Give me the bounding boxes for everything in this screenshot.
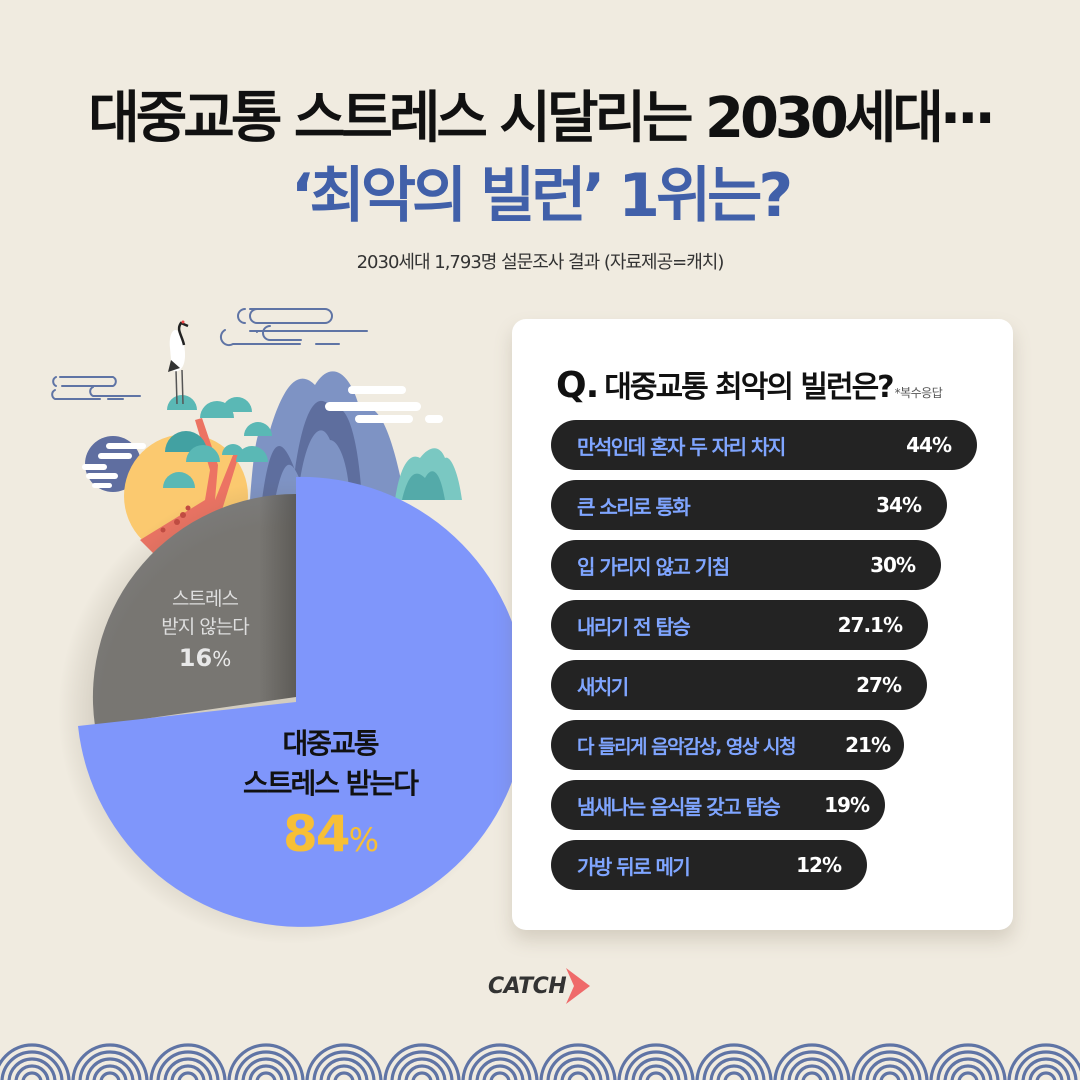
stressed-label: 대중교통 스트레스 받는다 [200, 724, 460, 804]
bar-value: 19% [824, 793, 870, 817]
pie-slice-stressed [78, 476, 527, 927]
catch-logo: CATCH [488, 966, 592, 1006]
pine-foliage-icon [163, 395, 272, 488]
bar-item: 내리기 전 탑승 27.1% [551, 600, 928, 650]
bar-label: 새치기 [577, 674, 629, 699]
bar-value: 30% [870, 553, 916, 577]
bar-item: 새치기 27% [551, 660, 927, 710]
not-stressed-label: 스트레스 받지 않는다 [110, 585, 300, 641]
bar-label: 큰 소리로 통화 [577, 494, 691, 519]
stressed-label-line1: 대중교통 [282, 727, 379, 760]
bar-label: 입 가리지 않고 기침 [577, 554, 730, 579]
bar-value: 12% [796, 853, 842, 877]
bar-item: 만석인데 혼자 두 자리 차지 44% [551, 420, 977, 470]
bar-item: 냄새나는 음식물 갖고 탑승 19% [551, 780, 885, 830]
bar-label: 가방 뒤로 메기 [577, 854, 691, 879]
wave-pattern-border [0, 1043, 1080, 1080]
bar-label: 다 들리게 음악감상, 영상 시청 [577, 735, 796, 758]
crane-icon [168, 320, 189, 405]
not-stressed-number: 16 [178, 644, 213, 672]
bar-label: 냄새나는 음식물 갖고 탑승 [577, 794, 781, 819]
percent-symbol: % [212, 647, 232, 671]
bar-item: 입 가리지 않고 기침 30% [551, 540, 941, 590]
bar-value: 34% [876, 493, 922, 517]
q-prefix: Q. [556, 365, 599, 406]
stressed-label-line2: 스트레스 받는다 [242, 767, 419, 800]
bar-value: 44% [906, 433, 952, 457]
arrow-chevron-icon [566, 968, 591, 1004]
stress-pie-chart [58, 476, 527, 944]
not-stressed-label-line1: 스트레스 [172, 588, 239, 610]
bar-value: 27% [856, 673, 902, 697]
question-title: Q. 대중교통 최악의 빌런은? *복수응답 [556, 362, 943, 406]
not-stressed-value: 16% [110, 644, 300, 672]
question-text: 대중교통 최악의 빌런은? [604, 370, 894, 405]
page-title-line1: 대중교통 스트레스 시달리는 2030세대··· [88, 86, 995, 151]
not-stressed-label-line2: 받지 않는다 [161, 616, 249, 638]
logo-text: CATCH [488, 973, 567, 999]
bar-item: 다 들리게 음악감상, 영상 시청 21% [551, 720, 904, 770]
bar-value: 21% [845, 733, 891, 757]
stressed-number: 84 [283, 805, 351, 863]
bar-label: 만석인데 혼자 두 자리 차지 [577, 434, 786, 459]
percent-symbol: % [348, 821, 379, 859]
bar-item: 가방 뒤로 메기 12% [551, 840, 867, 890]
survey-source-subtitle: 2030세대 1,793명 설문조사 결과 (자료제공=캐치) [356, 252, 725, 273]
bar-item: 큰 소리로 통화 34% [551, 480, 947, 530]
page-title-line2: ‘최악의 빌런’ 1위는? [290, 161, 793, 231]
bar-value: 27.1% [837, 613, 903, 637]
cloud-outline-icon [219, 308, 368, 347]
stressed-value: 84% [200, 805, 460, 863]
multiple-response-note: *복수응답 [894, 386, 943, 400]
bar-label: 내리기 전 탑승 [577, 614, 691, 639]
